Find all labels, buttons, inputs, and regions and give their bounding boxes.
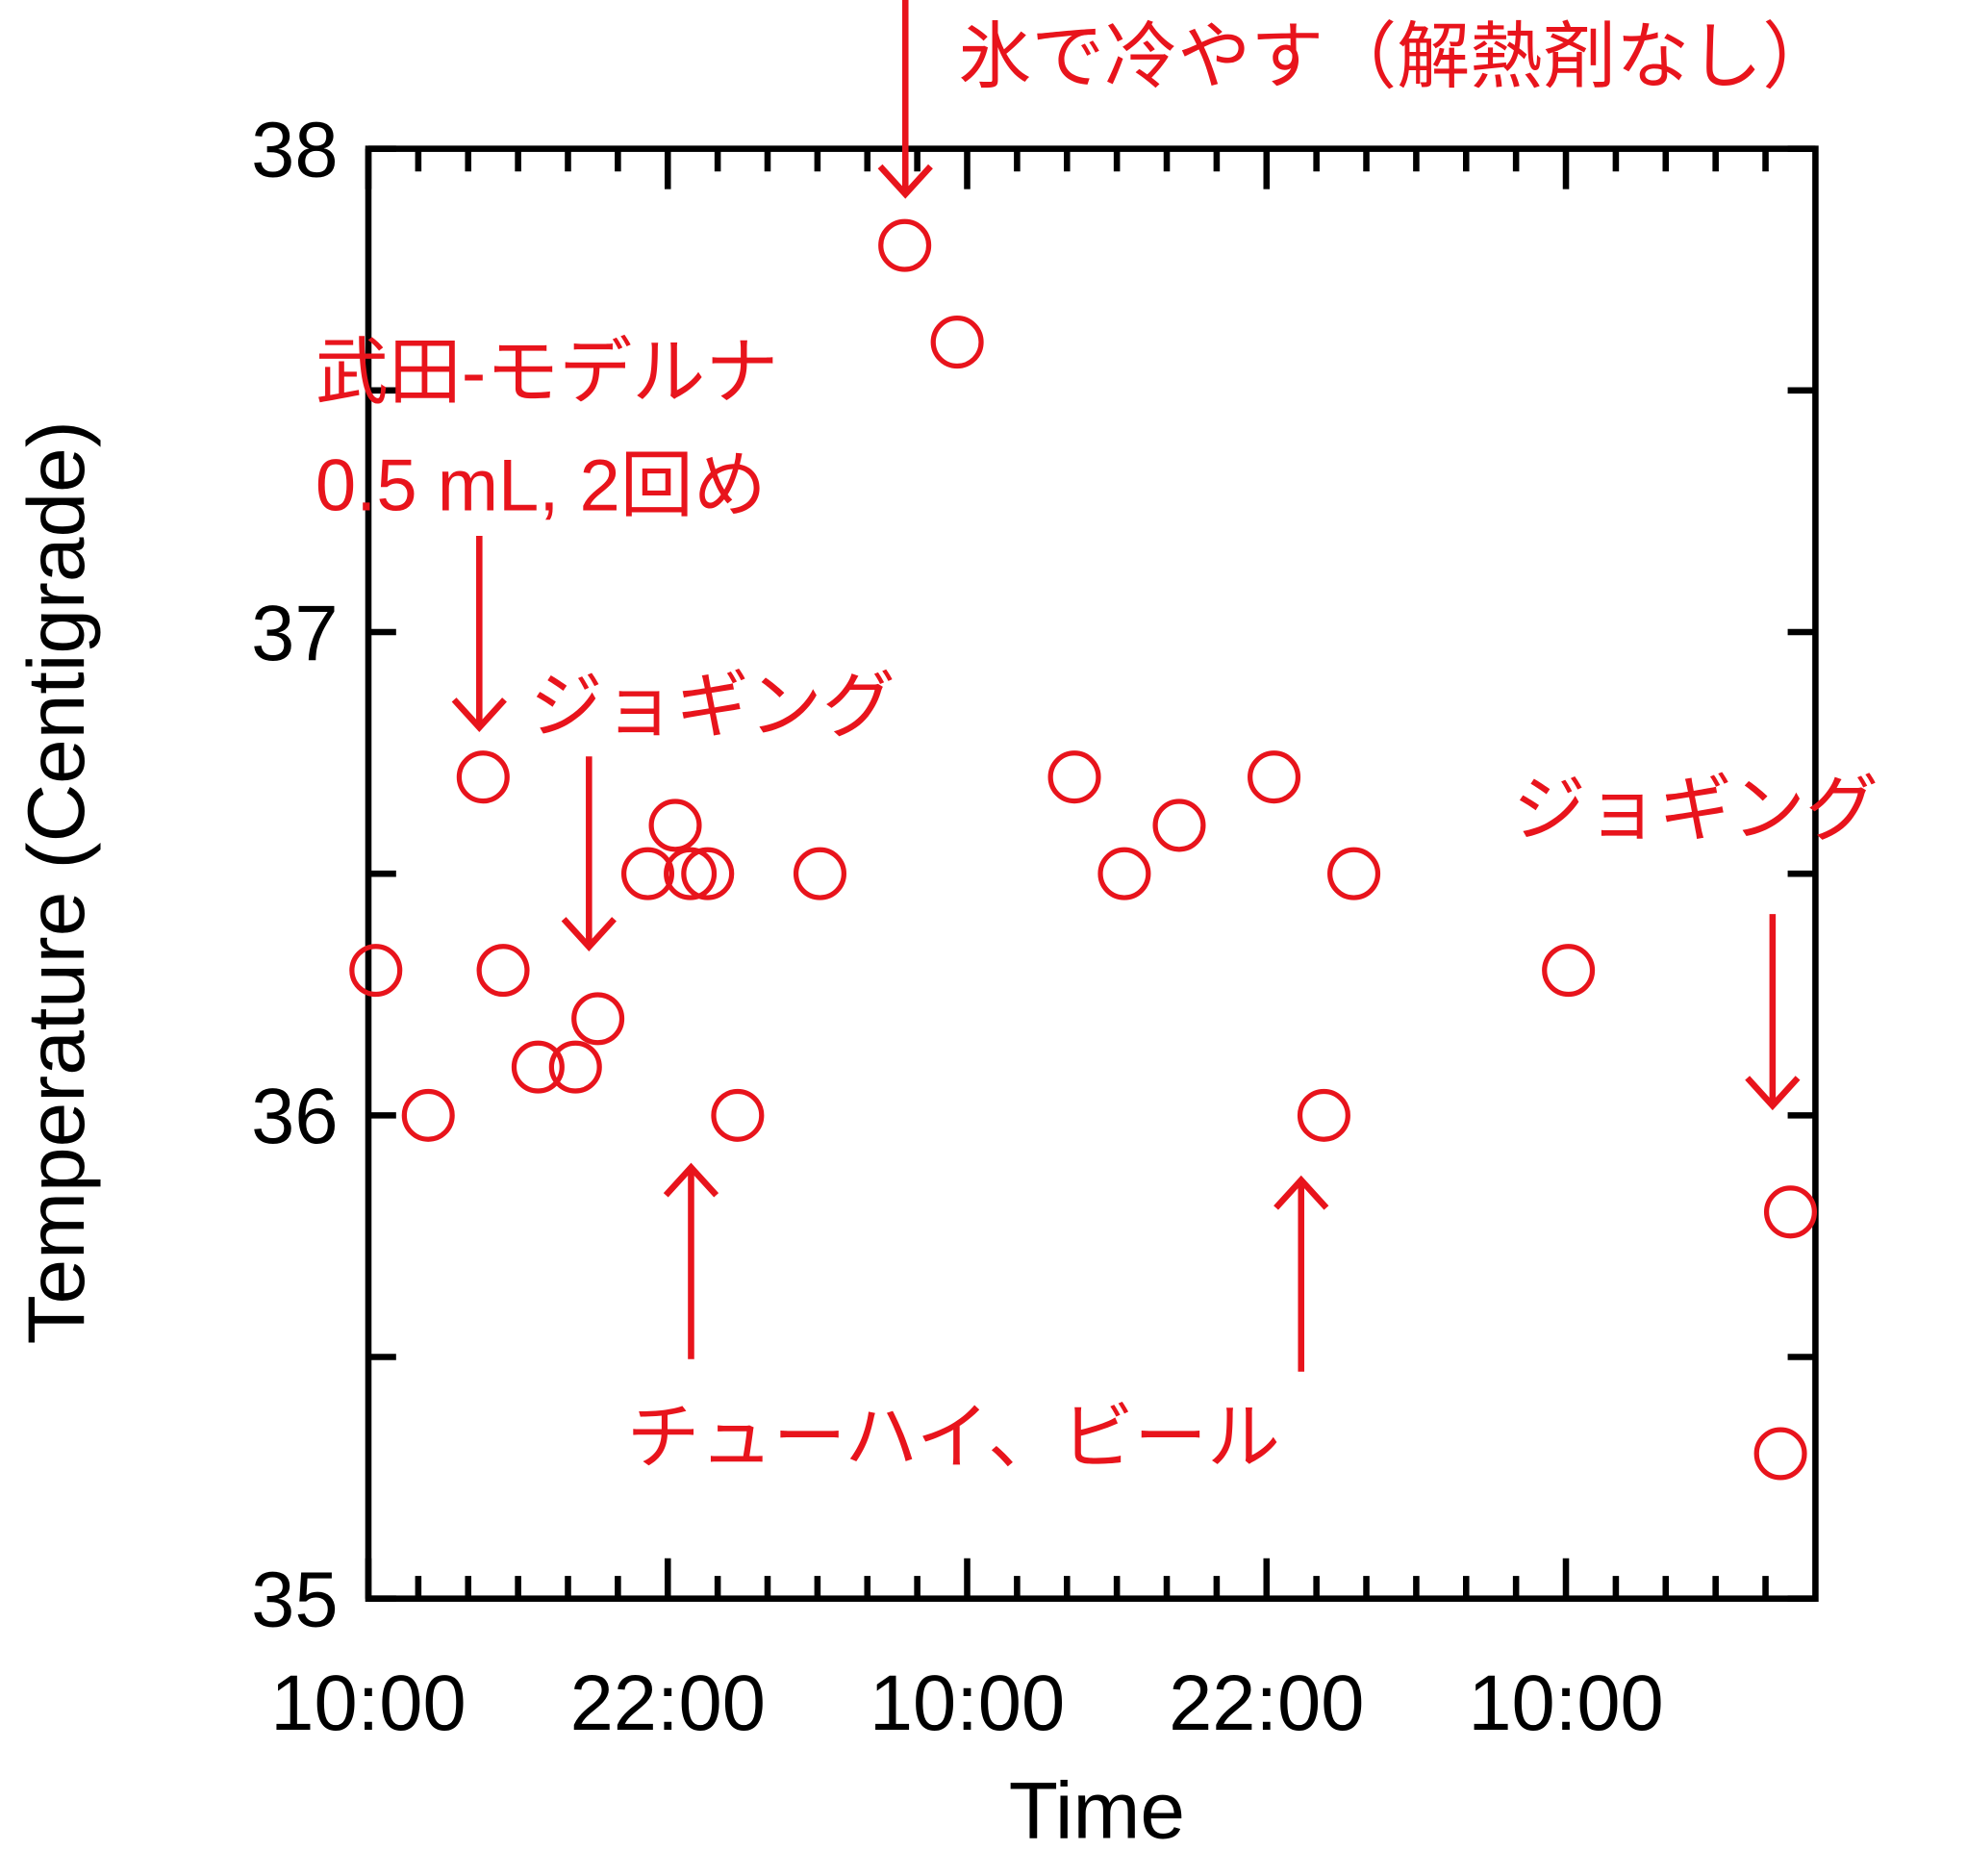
annotation: ジョギング — [530, 666, 895, 748]
point — [648, 799, 702, 852]
point — [711, 1088, 765, 1142]
y-tick-label: 37 — [251, 590, 338, 677]
x-tick-label: 10:00 — [270, 1660, 466, 1747]
point — [1097, 847, 1151, 900]
point — [1047, 750, 1101, 804]
point — [664, 847, 718, 900]
y-tick-label: 36 — [251, 1073, 338, 1160]
y-axis-title: Temperature (Centigrade) — [11, 420, 101, 1344]
y-tick-label: 38 — [251, 106, 338, 193]
point — [548, 1040, 602, 1094]
point — [349, 944, 403, 998]
point — [401, 1088, 455, 1142]
point — [878, 218, 932, 272]
point — [1327, 847, 1381, 900]
annotation: 武田-モデルナ — [315, 332, 778, 414]
arrows — [451, 0, 1801, 1372]
annotation: チューハイ、ビール — [627, 1397, 1280, 1479]
point — [793, 847, 846, 900]
point — [930, 316, 984, 369]
point — [456, 750, 510, 804]
x-tick-label: 10:00 — [1468, 1660, 1663, 1747]
x-tick-label: 10:00 — [870, 1660, 1065, 1747]
point — [511, 1040, 565, 1094]
point — [1297, 1088, 1350, 1142]
x-tick-label: 22:00 — [1169, 1660, 1364, 1747]
annotation: ジョギング — [1513, 770, 1879, 851]
y-tick-label: 35 — [251, 1557, 338, 1644]
x-tick-label: 22:00 — [570, 1660, 766, 1747]
point — [681, 847, 735, 900]
point — [1753, 1427, 1807, 1481]
annotation: 0.5 mL, 2回め — [315, 445, 767, 527]
point — [1763, 1185, 1818, 1239]
point — [571, 992, 625, 1046]
point — [1542, 944, 1596, 998]
x-axis-title: Time — [1009, 1765, 1185, 1856]
point — [476, 944, 530, 998]
point — [620, 847, 675, 900]
point — [1152, 799, 1206, 852]
point — [1248, 750, 1301, 804]
annotation: 氷で冷やす（解熱剤なし） — [958, 16, 1835, 98]
